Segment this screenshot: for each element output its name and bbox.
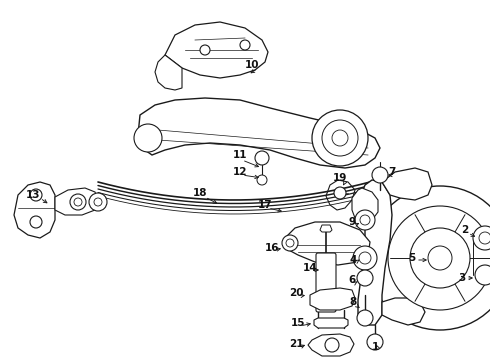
Circle shape [353,246,377,270]
Circle shape [367,334,383,350]
Text: 9: 9 [348,217,356,227]
Polygon shape [14,182,55,238]
Polygon shape [382,168,432,200]
Circle shape [410,228,470,288]
Circle shape [200,45,210,55]
Circle shape [479,232,490,244]
Text: 7: 7 [388,167,396,177]
Text: 2: 2 [462,225,468,235]
Circle shape [286,239,294,247]
Polygon shape [358,180,392,325]
Polygon shape [55,188,98,215]
Circle shape [473,226,490,250]
Circle shape [312,110,368,166]
Circle shape [240,40,250,50]
Circle shape [475,265,490,285]
Text: 12: 12 [233,167,247,177]
Circle shape [357,270,373,286]
Polygon shape [155,55,182,90]
Text: 10: 10 [245,60,259,70]
Circle shape [334,187,346,199]
Polygon shape [326,180,355,210]
Text: 17: 17 [258,200,272,210]
Polygon shape [352,188,378,222]
Circle shape [94,198,102,206]
Circle shape [322,120,358,156]
Polygon shape [138,98,380,168]
Circle shape [368,186,490,330]
Text: 8: 8 [349,297,357,307]
Circle shape [388,206,490,310]
Text: 13: 13 [26,190,40,200]
Polygon shape [314,318,348,328]
Circle shape [89,193,107,211]
Text: 1: 1 [371,342,379,352]
Circle shape [359,252,371,264]
Polygon shape [382,298,425,325]
Text: 14: 14 [303,263,318,273]
Text: 16: 16 [265,243,279,253]
Circle shape [360,215,370,225]
Circle shape [74,198,82,206]
Text: 15: 15 [291,318,305,328]
Circle shape [372,167,388,183]
Text: 20: 20 [289,288,303,298]
Polygon shape [320,225,332,232]
Circle shape [30,189,42,201]
Text: 4: 4 [349,255,357,265]
Text: 3: 3 [458,273,466,283]
Circle shape [357,310,373,326]
Circle shape [325,338,339,352]
FancyBboxPatch shape [316,253,336,312]
Circle shape [355,210,375,230]
Text: 18: 18 [193,188,207,198]
Polygon shape [310,288,355,310]
Text: 19: 19 [333,173,347,183]
Circle shape [255,151,269,165]
Text: 6: 6 [348,275,356,285]
Text: 21: 21 [289,339,303,349]
Polygon shape [308,334,354,356]
Polygon shape [165,22,268,78]
Circle shape [428,246,452,270]
Circle shape [282,235,298,251]
Circle shape [332,130,348,146]
Circle shape [30,216,42,228]
Text: 5: 5 [408,253,416,263]
Text: 11: 11 [233,150,247,160]
Circle shape [257,175,267,185]
Circle shape [134,124,162,152]
Circle shape [70,194,86,210]
Polygon shape [285,222,370,265]
